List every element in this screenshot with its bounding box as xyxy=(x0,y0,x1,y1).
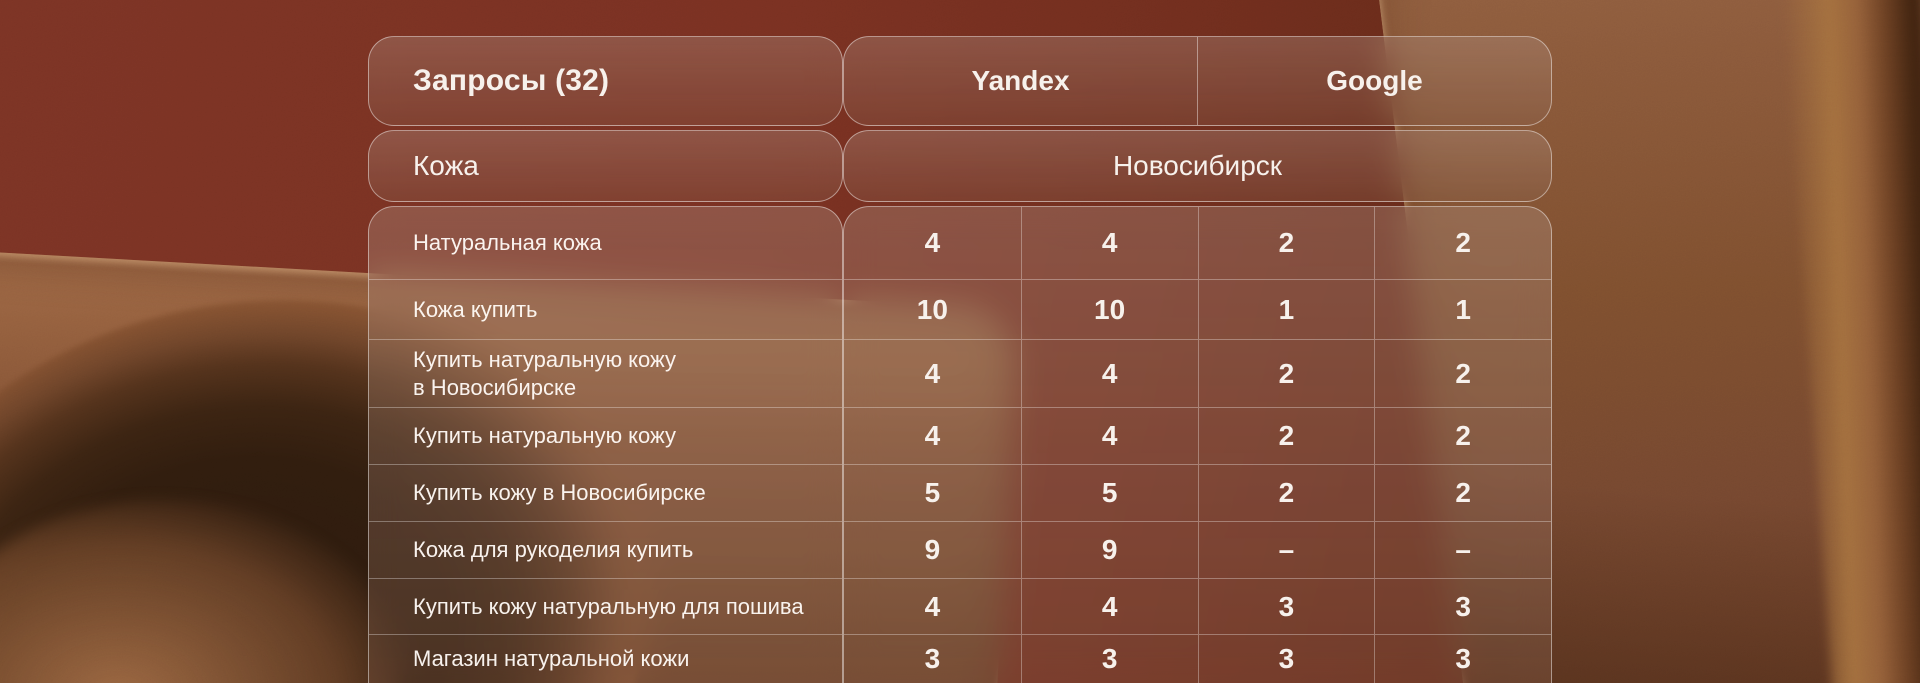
position-cell: 2 xyxy=(1197,407,1375,464)
position-cell: 10 xyxy=(1020,279,1198,339)
query-rows-panel: Натуральная кожа Кожа купить Купить натура… xyxy=(368,206,843,683)
position-cell: 2 xyxy=(1374,339,1551,407)
position-cell: 3 xyxy=(1197,634,1375,683)
position-cell: 9 xyxy=(844,521,1021,578)
google-label: Google xyxy=(1326,65,1423,96)
query-cell: Кожа купить xyxy=(369,279,842,339)
query-cell: Купить натуральную кожу xyxy=(369,407,842,464)
position-cell: – xyxy=(1374,521,1551,578)
position-cell: 4 xyxy=(1020,578,1198,634)
engine-header-google: Google xyxy=(1197,37,1551,125)
query-cell: Купить натуральную кожу в Новосибирске xyxy=(369,339,842,407)
query-cell: Кожа для рукоделия купить xyxy=(369,521,842,578)
position-cell: 3 xyxy=(1374,578,1551,634)
query-cell: Купить кожу в Новосибирске xyxy=(369,464,842,521)
queries-header-label: Запросы (32) xyxy=(413,64,610,97)
position-cell: 3 xyxy=(1197,578,1375,634)
position-cell: 3 xyxy=(1374,634,1551,683)
position-cell: 2 xyxy=(1374,207,1551,279)
position-cell: 4 xyxy=(844,407,1021,464)
position-cell: 4 xyxy=(924,227,941,258)
position-cell: 1 xyxy=(1374,279,1551,339)
position-cell: 3 xyxy=(844,634,1021,683)
engines-header-panel: Yandex Google xyxy=(843,36,1552,126)
region-label: Новосибирск xyxy=(1112,150,1283,181)
engine-header-yandex: Yandex xyxy=(844,37,1197,125)
seo-positions-table: Запросы (32) Yandex Google Кожа Новосиби… xyxy=(368,36,1552,683)
position-cell: 1 xyxy=(1197,279,1375,339)
numbers-panel: 4 4 2 2 10 10 1 1 4 4 2 2 4 4 2 2 5 5 2 2 9 9– –4 4 3 3 3 3 3 3 xyxy=(843,206,1552,683)
position-cell: 2 xyxy=(1197,207,1375,279)
position-cell: 4 xyxy=(1020,207,1198,279)
position-cell: 4 xyxy=(1020,339,1198,407)
position-cell: 3 xyxy=(1020,634,1198,683)
position-cell: 5 xyxy=(844,464,1021,521)
position-cell: 2 xyxy=(1374,407,1551,464)
query-group-label: Кожа xyxy=(413,150,479,181)
position-cell: 9 xyxy=(1020,521,1198,578)
query-cell: Купить кожу натуральную для пошива xyxy=(369,578,842,634)
position-cell: 4 xyxy=(844,339,1021,407)
position-cell: 4 xyxy=(844,578,1021,634)
query-cell: Магазин натуральной кожи xyxy=(369,634,842,683)
query-group-panel: Кожа xyxy=(368,130,843,202)
position-cell: 10 xyxy=(844,279,1021,339)
region-panel: Новосибирск xyxy=(843,130,1552,202)
yandex-label: Yandex xyxy=(971,65,1070,96)
position-cell: 2 xyxy=(1197,464,1375,521)
position-cell: 2 xyxy=(1197,339,1375,407)
position-cell: 5 xyxy=(1020,464,1198,521)
query-cell: Натуральная кожа xyxy=(413,230,602,255)
position-cell: – xyxy=(1197,521,1375,578)
queries-header-panel: Запросы (32) xyxy=(368,36,843,126)
position-cell: 4 xyxy=(1020,407,1198,464)
position-cell: 2 xyxy=(1374,464,1551,521)
